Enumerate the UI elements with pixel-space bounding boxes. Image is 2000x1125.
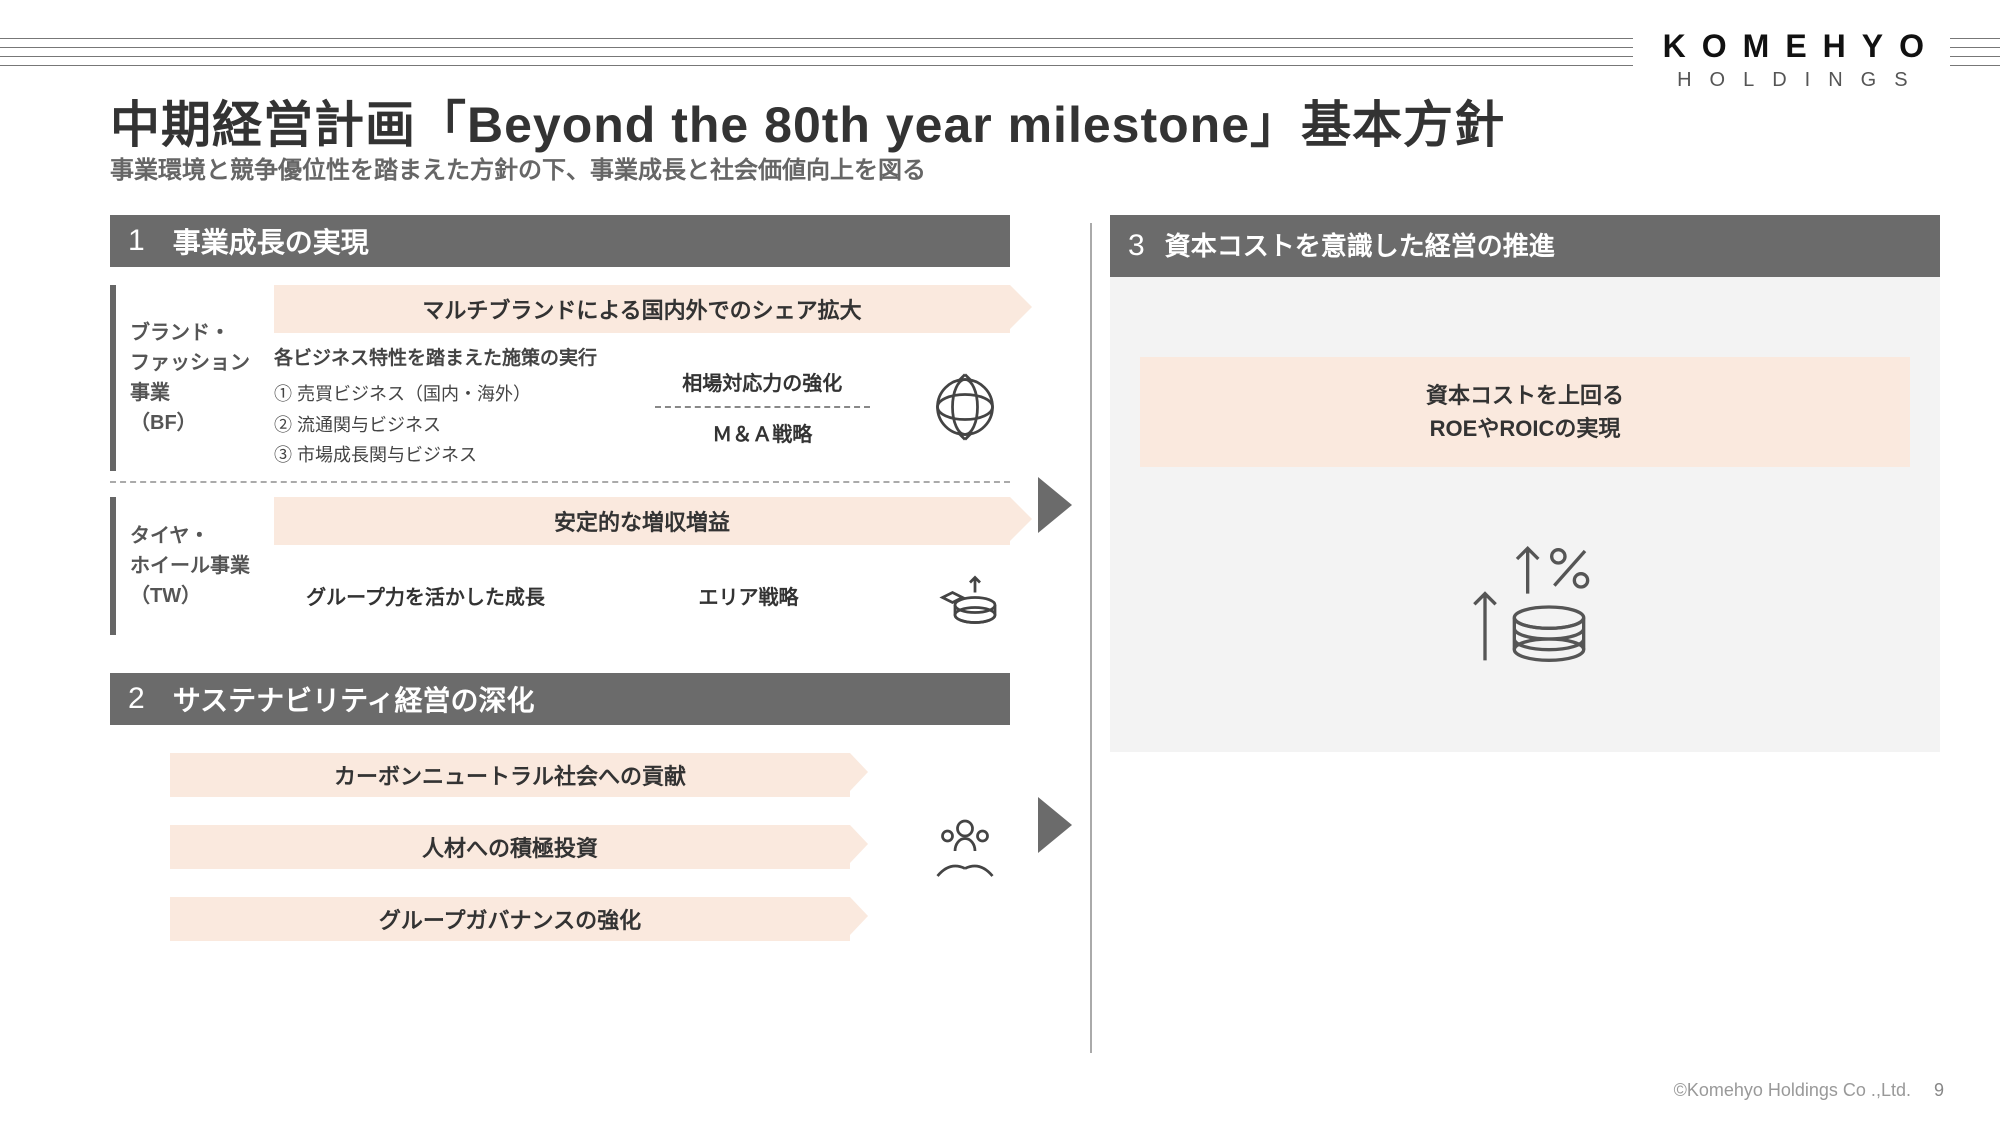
coins-icon bbox=[925, 555, 1005, 635]
copyright-text: ©Komehyo Holdings Co .,Ltd. bbox=[1674, 1080, 1911, 1100]
page-number: 9 bbox=[1934, 1080, 1944, 1100]
bf-business-row: ブランド・ ファッション 事業 （BF） マルチブランドによる国内外でのシェア拡… bbox=[110, 285, 1010, 471]
bf-tw-divider bbox=[110, 481, 1010, 483]
footer: ©Komehyo Holdings Co .,Ltd. 9 bbox=[1674, 1080, 1944, 1101]
section-2-number: 2 bbox=[128, 682, 145, 716]
tw-ribbon: 安定的な増収増益 bbox=[274, 497, 1010, 545]
section-1-number: 1 bbox=[128, 224, 145, 258]
page-title: 中期経営計画「Beyond the 80th year milestone」基本… bbox=[110, 85, 1505, 157]
section-3-header: 3 資本コストを意識した経営の推進 bbox=[1110, 215, 1940, 277]
logo-sub-text: HOLDINGS bbox=[1663, 69, 1940, 92]
section-1-title: 事業成長の実現 bbox=[173, 221, 369, 261]
vertical-divider bbox=[1090, 223, 1092, 1053]
roe-roic-goal: 資本コストを上回る ROEやROICの実現 bbox=[1140, 357, 1910, 467]
section-3-title: 資本コストを意識した経営の推進 bbox=[1165, 228, 1555, 264]
sustain-ribbon-3: グループガバナンスの強化 bbox=[170, 897, 850, 941]
bf-label: ブランド・ ファッション 事業 （BF） bbox=[110, 285, 260, 471]
company-logo: KOMEHYO HOLDINGS bbox=[1633, 20, 1950, 100]
tw-right-point: エリア戦略 bbox=[597, 581, 900, 610]
globe-icon bbox=[925, 367, 1005, 447]
section-3-body: 資本コストを上回る ROEやROICの実現 bbox=[1110, 277, 1940, 752]
section-2-header: 2 サステナビリティ経営の深化 bbox=[110, 673, 1010, 725]
sustain-ribbon-2: 人材への積極投資 bbox=[170, 825, 850, 869]
section-1-header: 1 事業成長の実現 bbox=[110, 215, 1010, 267]
section-3-number: 3 bbox=[1128, 225, 1145, 267]
sustain-ribbon-1: カーボンニュートラル社会への貢献 bbox=[170, 753, 850, 797]
logo-main-text: KOMEHYO bbox=[1663, 28, 1940, 65]
bf-right-points: 相場対応力の強化 Ｍ＆Ａ戦略 bbox=[625, 367, 900, 447]
growth-percent-icon bbox=[1445, 527, 1605, 687]
tw-label: タイヤ・ ホイール事業 （TW） bbox=[110, 497, 260, 635]
bf-ribbon: マルチブランドによる国内外でのシェア拡大 bbox=[274, 285, 1010, 333]
tw-business-row: タイヤ・ ホイール事業 （TW） 安定的な増収増益 グループ力を活かした成長 エ… bbox=[110, 497, 1010, 635]
flow-arrow-icon bbox=[1038, 477, 1072, 533]
tw-left-point: グループ力を活かした成長 bbox=[274, 581, 577, 610]
page-subtitle: 事業環境と競争優位性を踏まえた方針の下、事業成長と社会価値向上を図る bbox=[110, 150, 926, 185]
bf-measures: 各ビジネス特性を踏まえた施策の実行 ① 売買ビジネス（国内・海外） ② 流通関与… bbox=[274, 343, 605, 471]
section-2-title: サステナビリティ経営の深化 bbox=[173, 679, 535, 719]
flow-arrow-icon bbox=[1038, 797, 1072, 853]
people-care-icon bbox=[925, 806, 1005, 886]
